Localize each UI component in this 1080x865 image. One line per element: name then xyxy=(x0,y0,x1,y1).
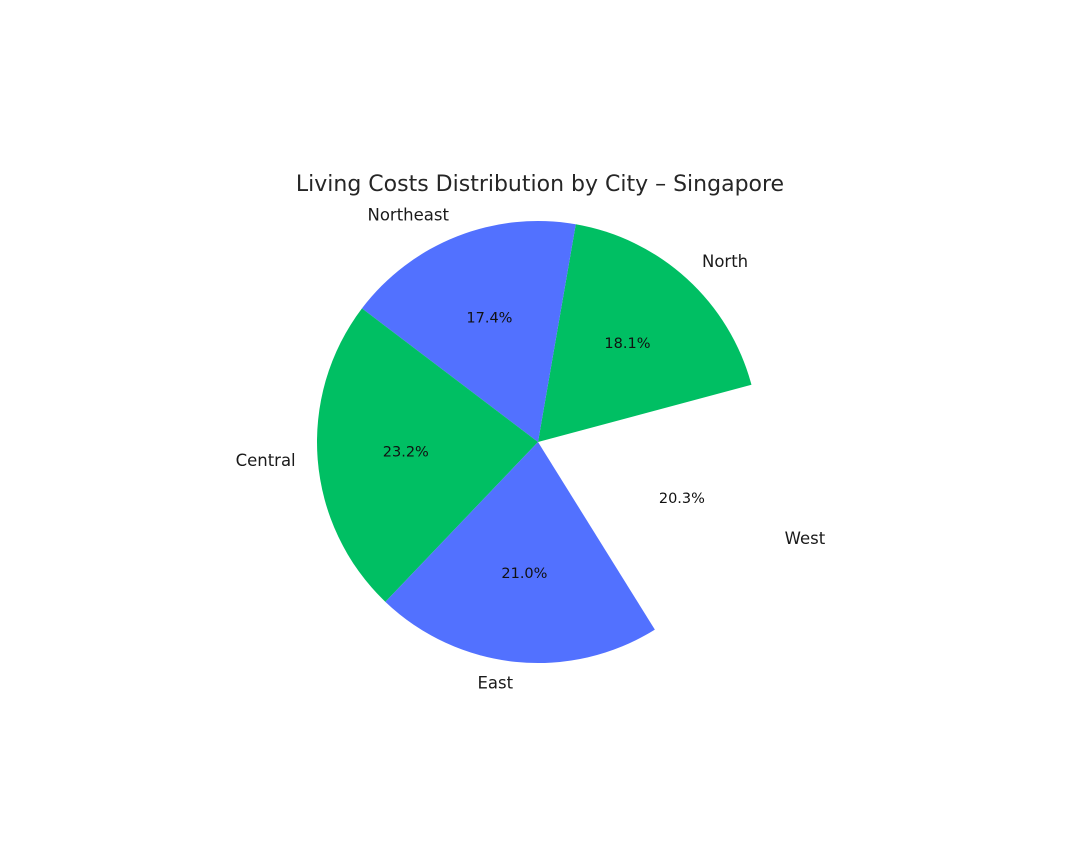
pie-slice-central xyxy=(316,308,538,602)
slice-percent-northeast: 17.4% xyxy=(466,311,512,327)
slice-label-west: West xyxy=(785,529,826,548)
pie-slices xyxy=(316,221,780,663)
slice-percent-central: 23.2% xyxy=(383,445,429,461)
slice-label-central: Central xyxy=(236,451,296,470)
pie-slice-northeast xyxy=(361,221,576,442)
slice-label-northeast: Northeast xyxy=(367,205,449,224)
slice-label-east: East xyxy=(477,673,513,692)
slice-percent-east: 21.0% xyxy=(501,566,547,582)
slice-percent-west: 20.3% xyxy=(659,491,705,507)
pie-labels: North 18.1% Northeast 17.4% Central 23.2% East… xyxy=(236,205,826,692)
pie-slice-west xyxy=(558,392,780,638)
chart-title: Living Costs Distribution by City – Sing… xyxy=(296,172,784,197)
pie-slice-east xyxy=(385,442,655,663)
slice-percent-north: 18.1% xyxy=(604,336,650,352)
pie-slice-north xyxy=(538,224,752,442)
slice-label-north: North xyxy=(702,252,748,271)
